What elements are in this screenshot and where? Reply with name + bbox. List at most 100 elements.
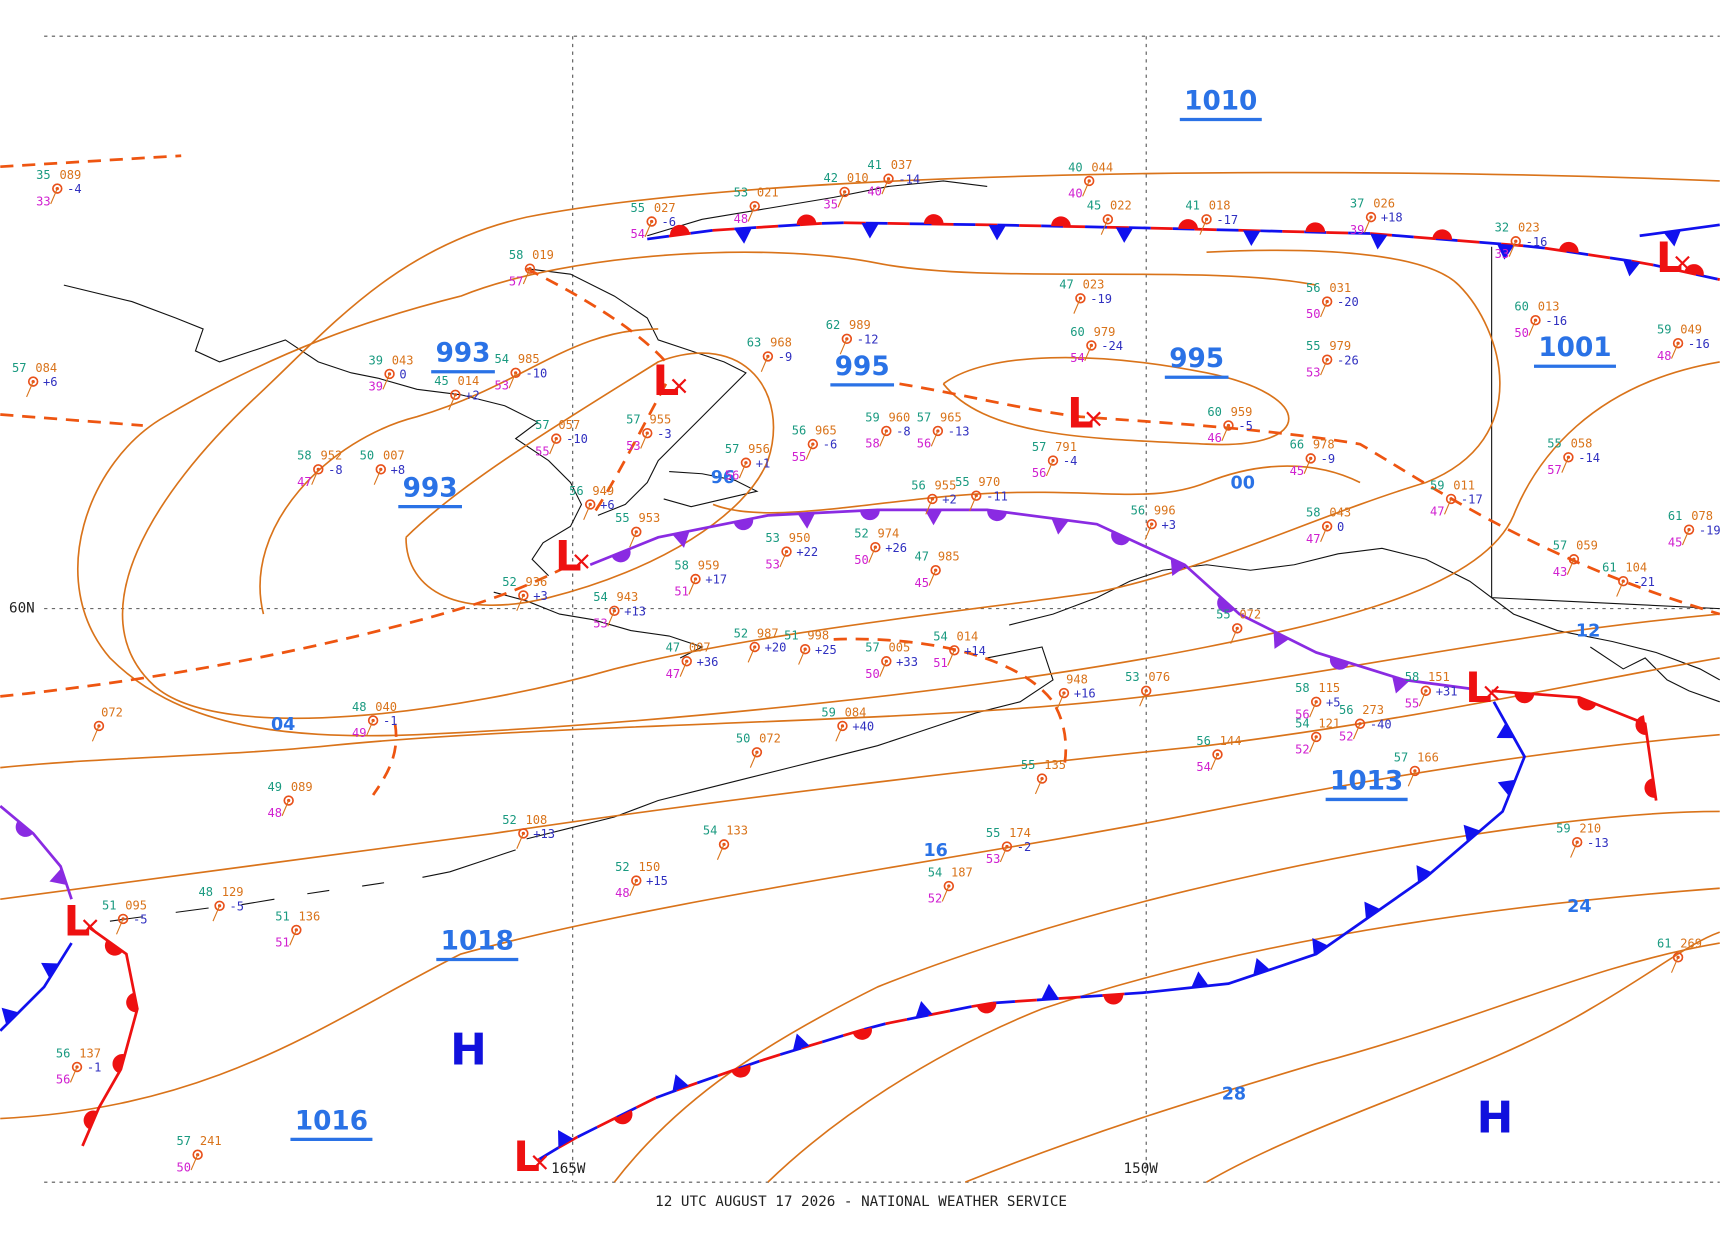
trough	[0, 154, 182, 169]
trough	[591, 383, 668, 517]
station-pressure: 108	[526, 813, 548, 827]
station-dewpoint: 57	[509, 274, 524, 288]
station-circle	[1321, 521, 1333, 532]
station-temp: 55	[986, 826, 1001, 840]
front-symbol	[613, 1110, 633, 1125]
station-circle	[631, 526, 642, 538]
station-temp: 53	[765, 531, 780, 545]
station-temp: 54	[933, 630, 948, 644]
footer: 12 UTC AUGUST 17 2026 - NATIONAL WEATHER…	[655, 1194, 1067, 1210]
front-semicircle	[611, 548, 631, 563]
front-line	[1522, 244, 1546, 250]
station-circle	[781, 546, 792, 557]
isobar-value: 16	[923, 841, 947, 861]
station-circle	[510, 367, 521, 379]
front-symbol	[797, 513, 816, 529]
station-circle	[313, 464, 324, 475]
trough	[833, 637, 1068, 768]
station-circle	[1321, 354, 1333, 365]
station-circle	[585, 499, 596, 510]
station-pressure: 076	[1148, 670, 1170, 684]
station-temp: 57	[535, 418, 550, 432]
front-triangle	[1242, 230, 1261, 246]
isobar-value: 28	[1222, 1084, 1246, 1104]
station-circle	[631, 875, 642, 886]
station-circle	[1445, 493, 1457, 505]
front-triangle	[1115, 227, 1134, 243]
front-triangle	[41, 962, 59, 979]
station-tendency: -1	[383, 714, 398, 728]
station-tendency: +16	[1074, 687, 1096, 701]
wind-barb	[373, 469, 382, 485]
coast	[493, 591, 704, 659]
low-marker	[1484, 685, 1499, 701]
front-symbol	[611, 548, 631, 563]
station-dewpoint: 51	[275, 936, 290, 950]
wind-barb	[679, 661, 688, 677]
station-temp: 58	[1405, 670, 1420, 684]
wind-barb	[879, 430, 887, 447]
station-temp: 55	[1306, 339, 1321, 353]
station-tendency: +13	[624, 604, 646, 618]
station-pressure: 273	[1362, 703, 1384, 717]
front-symbol	[1663, 230, 1681, 247]
station-temp: 63	[747, 336, 762, 350]
station-pressure: 166	[1417, 750, 1439, 764]
wind-barb	[1616, 580, 1624, 597]
wind-barb	[798, 648, 806, 665]
front-symbol	[1273, 631, 1290, 649]
station-pressure: 989	[849, 318, 871, 332]
wind-barb	[1073, 298, 1081, 314]
station-tendency: -13	[948, 425, 970, 439]
front-semicircle	[860, 509, 880, 521]
wind-barb	[1508, 241, 1517, 257]
front-line	[1695, 273, 1718, 281]
station-circle	[1047, 455, 1059, 466]
isobar	[405, 352, 775, 606]
station-pressure: 959	[698, 558, 720, 572]
station-pressure: 078	[1691, 509, 1713, 523]
station-temp: 55	[1547, 437, 1562, 451]
station-pressure: 996	[1154, 504, 1176, 518]
wind-barb	[1210, 754, 1218, 771]
front-symbol	[1, 1007, 19, 1025]
station-tendency: -10	[526, 366, 548, 380]
station-circle	[1146, 518, 1157, 530]
station-dewpoint: 50	[854, 553, 869, 567]
station-dewpoint: 50	[177, 1160, 192, 1174]
station-tendency: +17	[705, 573, 727, 587]
front-symbol	[1305, 222, 1326, 233]
station-temp: 54	[593, 590, 608, 604]
station-tendency: -17	[1216, 213, 1238, 227]
station-temp: 57	[626, 413, 641, 427]
coast	[663, 470, 759, 508]
wind-barb	[747, 646, 756, 663]
station-dewpoint: 56	[725, 468, 740, 482]
station-pressure: 965	[815, 423, 837, 437]
front-line	[712, 227, 735, 232]
front-line	[1457, 239, 1480, 244]
low-marker	[1675, 255, 1690, 271]
station-pressure: 987	[757, 626, 779, 640]
station-temp: 57	[917, 410, 932, 424]
front-symbol	[15, 820, 34, 837]
station-tendency: +26	[885, 541, 907, 555]
station-tendency: -19	[1090, 292, 1112, 306]
isobar	[259, 328, 659, 615]
wind-barb	[212, 905, 221, 922]
front-triangle	[1392, 676, 1409, 694]
station-dewpoint: 50	[865, 667, 880, 681]
wind-barb	[1139, 690, 1147, 707]
station-dewpoint: 33	[1495, 247, 1510, 261]
front-line	[1413, 235, 1436, 241]
front-line	[690, 229, 713, 235]
front-line	[1058, 995, 1081, 1000]
station-pressure: 007	[689, 641, 711, 655]
front-semicircle	[976, 1001, 997, 1014]
station-tendency: +20	[765, 641, 787, 655]
station-circle	[1058, 687, 1070, 699]
front-line	[778, 223, 801, 228]
station-dewpoint: 51	[933, 656, 948, 670]
front-symbol	[792, 1033, 810, 1051]
front-triangle	[672, 531, 690, 548]
